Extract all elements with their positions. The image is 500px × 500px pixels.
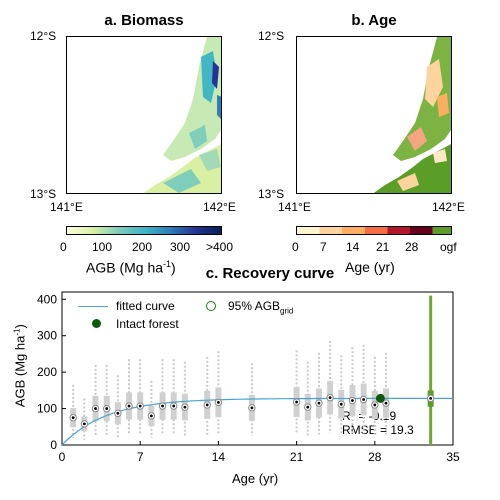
median-dot (94, 407, 97, 410)
x-tick-label: 28 (368, 450, 382, 464)
median-dot (139, 405, 142, 408)
median-dot (318, 402, 321, 405)
median-dot (373, 404, 376, 407)
median-dot (172, 405, 175, 408)
y-tick-label: 400 (37, 292, 57, 306)
median-dot (150, 414, 153, 417)
x-tick-label: 21 (290, 450, 304, 464)
median-dot (128, 405, 131, 408)
median-dot (295, 401, 298, 404)
x-tick-label: 7 (137, 450, 144, 464)
median-dot (329, 396, 332, 399)
median-dot (362, 398, 365, 401)
y-tick-label: 0 (50, 438, 57, 452)
median-dot (306, 406, 309, 409)
median-dot (217, 401, 220, 404)
y-tick-label: 300 (37, 329, 57, 343)
y-tick-label: 100 (37, 402, 57, 416)
median-dot (83, 422, 86, 425)
median-dot (429, 397, 432, 400)
median-dot (340, 403, 343, 406)
median-dot (116, 412, 119, 415)
median-dot (161, 405, 164, 408)
median-dot (251, 406, 254, 409)
intact-forest-marker (376, 394, 385, 403)
x-tick-label: 35 (446, 450, 460, 464)
median-dot (385, 402, 388, 405)
median-dot (351, 399, 354, 402)
median-dot (105, 407, 108, 410)
x-tick-label: 0 (59, 450, 66, 464)
median-dot (183, 406, 186, 409)
median-dot (72, 416, 75, 419)
median-dot (206, 404, 209, 407)
x-tick-label: 14 (212, 450, 226, 464)
y-tick-label: 200 (37, 365, 57, 379)
